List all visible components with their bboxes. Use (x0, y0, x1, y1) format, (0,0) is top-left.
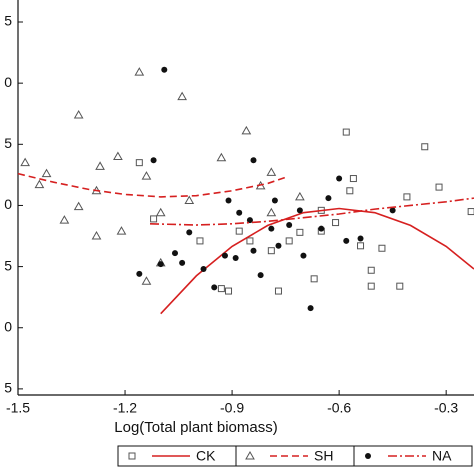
y-tick-label: 5 (4, 257, 12, 273)
circle-marker (136, 270, 143, 277)
circle-marker (296, 207, 303, 214)
triangle-marker (266, 207, 277, 217)
triangle-marker (73, 109, 84, 119)
square-marker (396, 282, 404, 290)
square-marker (246, 237, 254, 245)
square-marker (225, 287, 233, 295)
triangle-marker (155, 207, 166, 217)
triangle-marker (184, 195, 195, 205)
x-axis-label: Log(Total plant biomass) (114, 419, 277, 436)
square-marker (342, 128, 350, 136)
circle-marker (365, 453, 371, 459)
x-tick-label: -0.3 (434, 400, 458, 416)
circle-marker (225, 197, 232, 204)
circle-marker (250, 247, 257, 254)
square-marker (267, 247, 275, 255)
triangle-marker (73, 201, 84, 211)
x-tick-label: -0.6 (327, 400, 351, 416)
square-marker (150, 215, 158, 223)
square-marker (349, 175, 357, 183)
circle-marker (246, 217, 253, 224)
square-marker (285, 237, 293, 245)
circle-marker (268, 225, 275, 232)
circle-marker (250, 157, 257, 164)
circle-marker (357, 235, 364, 242)
triangle-marker (59, 215, 70, 224)
triangle-marker (177, 91, 187, 101)
square-marker (346, 187, 354, 195)
triangle-marker (245, 450, 255, 460)
circle-marker (179, 259, 186, 266)
triangle-marker (91, 231, 102, 240)
triangle-marker (266, 167, 277, 176)
legend-label: NA (432, 448, 452, 464)
square-marker (367, 282, 375, 290)
square-marker (135, 159, 143, 167)
circle-marker (200, 266, 207, 273)
square-marker (296, 228, 304, 236)
triangle-marker (216, 152, 227, 162)
y-tick-label: 0 (4, 318, 12, 334)
fit-line (17, 172, 286, 198)
circle-marker (236, 209, 243, 216)
square-marker (332, 219, 340, 227)
y-tick-label: 0 (4, 74, 12, 90)
triangle-marker (295, 191, 305, 201)
legend-label: SH (314, 448, 333, 464)
circle-marker (307, 305, 314, 312)
triangle-marker (134, 67, 145, 76)
fit-line (149, 197, 474, 226)
y-tick-label: 5 (4, 380, 12, 396)
circle-marker (318, 225, 325, 232)
triangle-marker (141, 171, 152, 180)
circle-marker (271, 197, 278, 204)
square-marker (357, 242, 365, 250)
circle-marker (300, 252, 307, 259)
circle-marker (186, 229, 193, 236)
square-marker (196, 237, 204, 245)
circle-marker (157, 261, 164, 268)
square-marker (421, 143, 429, 151)
circle-marker (325, 195, 332, 202)
y-tick-label: 5 (4, 13, 12, 29)
circle-marker (161, 66, 168, 73)
circle-marker (221, 252, 228, 259)
square-marker (235, 227, 243, 235)
circle-marker (286, 222, 293, 229)
y-tick-label: 5 (4, 135, 12, 151)
square-marker (128, 452, 136, 460)
square-marker (435, 183, 443, 191)
circle-marker (275, 242, 282, 249)
triangle-marker (141, 276, 152, 285)
triangle-marker (41, 168, 52, 178)
circle-marker (336, 175, 343, 182)
triangle-marker (95, 161, 105, 170)
triangle-marker (241, 125, 252, 135)
square-marker (217, 285, 225, 293)
circle-marker (343, 237, 350, 244)
square-marker (467, 208, 474, 216)
fit-line (160, 207, 474, 315)
x-tick-label: -1.5 (6, 400, 30, 416)
circle-marker (171, 250, 178, 257)
triangle-marker (20, 157, 30, 167)
circle-marker (211, 284, 218, 291)
square-marker (378, 244, 386, 252)
x-tick-label: -1.2 (113, 400, 137, 416)
triangle-marker (34, 179, 45, 189)
x-tick-label: -0.9 (220, 400, 244, 416)
triangle-marker (113, 151, 123, 161)
circle-marker (257, 272, 264, 279)
y-tick-label: 0 (4, 196, 12, 212)
triangle-marker (116, 226, 127, 235)
circle-marker (389, 207, 396, 214)
square-marker (274, 287, 282, 295)
square-marker (367, 266, 375, 274)
circle-marker (150, 157, 157, 164)
circle-marker (232, 255, 239, 262)
square-marker (403, 193, 411, 201)
legend-label: CK (196, 448, 216, 464)
square-marker (310, 275, 318, 283)
